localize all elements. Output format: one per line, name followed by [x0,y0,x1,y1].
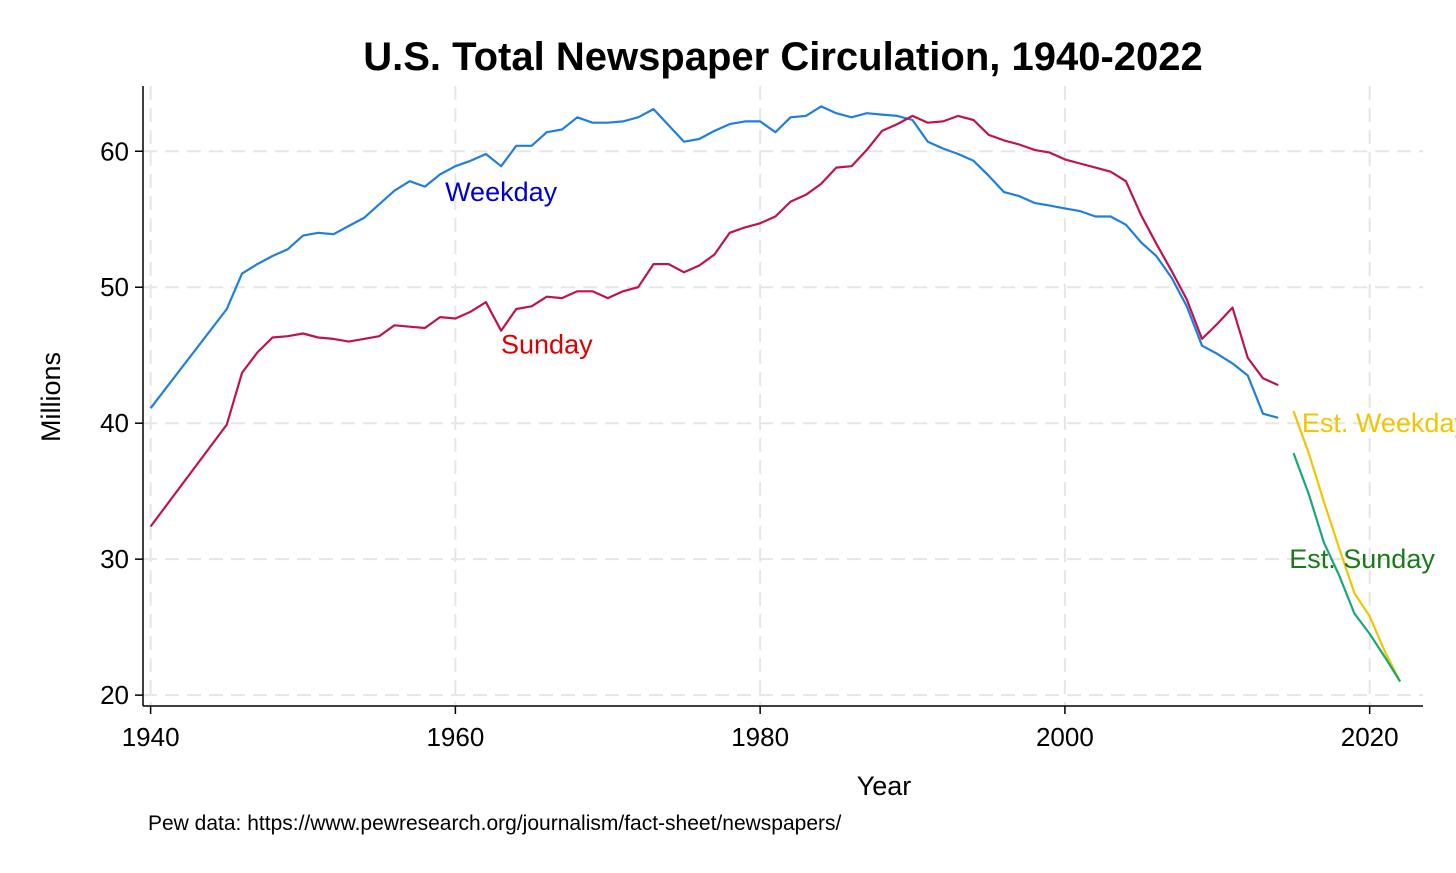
y-tick-label: 60 [100,136,129,166]
chart-title: U.S. Total Newspaper Circulation, 1940-2… [363,35,1203,79]
source-note: Pew data: https://www.pewresearch.org/jo… [148,812,841,835]
y-tick-label: 40 [100,408,129,438]
x-tick-label: 1960 [426,722,484,752]
grid-lines [143,86,1423,706]
x-tick-label: 2000 [1036,722,1094,752]
axes: 20 30 40 50 60 1940 1960 1980 2000 2020 [100,86,1423,752]
x-tick-label: 1980 [731,722,789,752]
y-tick-label: 20 [100,680,129,710]
weekday-label: Weekday [445,177,558,207]
y-tick-label: 30 [100,544,129,574]
sunday-line [149,114,1279,528]
est-weekday-label: Est. Weekday [1302,408,1456,438]
est-weekday-line [1292,410,1402,682]
weekday-line [149,105,1279,419]
sunday-label: Sunday [501,329,593,359]
x-tick-label: 2020 [1341,722,1399,752]
y-tick-label: 50 [100,272,129,302]
y-axis-label: Millions [36,352,66,442]
est-sunday-line [1292,452,1402,683]
series-lines [149,105,1402,683]
est-sunday-label: Est. Sunday [1289,544,1435,574]
x-tick-label: 1940 [122,722,180,752]
x-axis-label: Year [857,771,912,801]
series-annotations: Weekday Sunday Est. Weekday Est. Sunday [445,177,1456,574]
